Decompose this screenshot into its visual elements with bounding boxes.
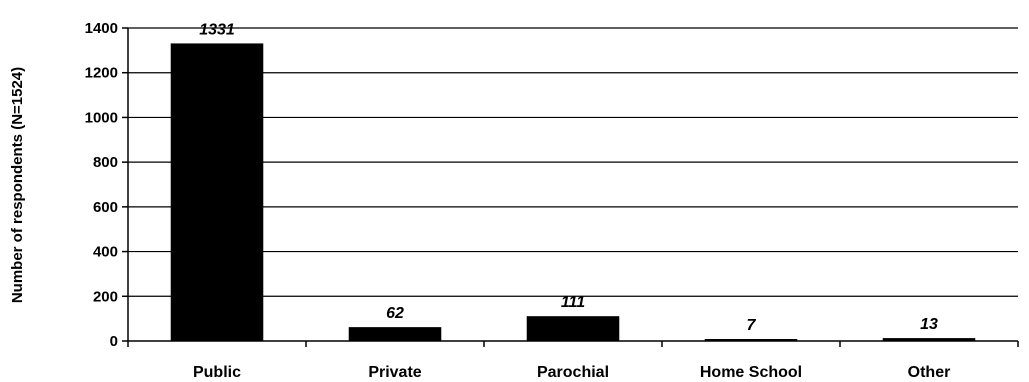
data-label: 1331 bbox=[199, 21, 235, 38]
data-labels: 1331 62 111 7 13 bbox=[199, 21, 938, 334]
y-ticks: 0 200 400 600 800 1000 1200 1400 bbox=[85, 20, 128, 350]
data-label: 111 bbox=[561, 294, 585, 311]
bars bbox=[170, 43, 976, 342]
bar-private bbox=[348, 327, 442, 341]
data-label: 7 bbox=[747, 317, 757, 334]
data-label: 13 bbox=[920, 316, 938, 333]
axes bbox=[127, 28, 1018, 342]
data-label: 62 bbox=[386, 305, 404, 322]
bar-public bbox=[170, 43, 264, 342]
y-tick-label: 400 bbox=[93, 244, 118, 261]
y-tick-label: 1000 bbox=[85, 109, 118, 126]
y-tick-label: 600 bbox=[93, 199, 118, 216]
x-tick-label: Parochial bbox=[537, 364, 609, 381]
x-tick-label: Private bbox=[368, 364, 421, 381]
x-tick-labels: Public Private Parochial Home School Other bbox=[127, 341, 1019, 381]
bar-other bbox=[882, 338, 976, 341]
gridlines bbox=[128, 27, 1018, 297]
y-tick-label: 200 bbox=[93, 288, 118, 305]
y-tick-label: 1400 bbox=[85, 20, 118, 37]
x-tick-label: Home School bbox=[700, 364, 802, 381]
bar-parochial bbox=[526, 316, 620, 341]
y-tick-label: 1200 bbox=[85, 65, 118, 82]
y-tick-label: 800 bbox=[93, 154, 118, 171]
y-axis-title: Number of respondents (N=1524) bbox=[9, 67, 26, 303]
x-tick-label: Public bbox=[193, 364, 241, 381]
x-tick-label: Other bbox=[908, 364, 951, 381]
bar-home-school bbox=[704, 339, 798, 341]
y-tick-label: 0 bbox=[110, 333, 118, 350]
